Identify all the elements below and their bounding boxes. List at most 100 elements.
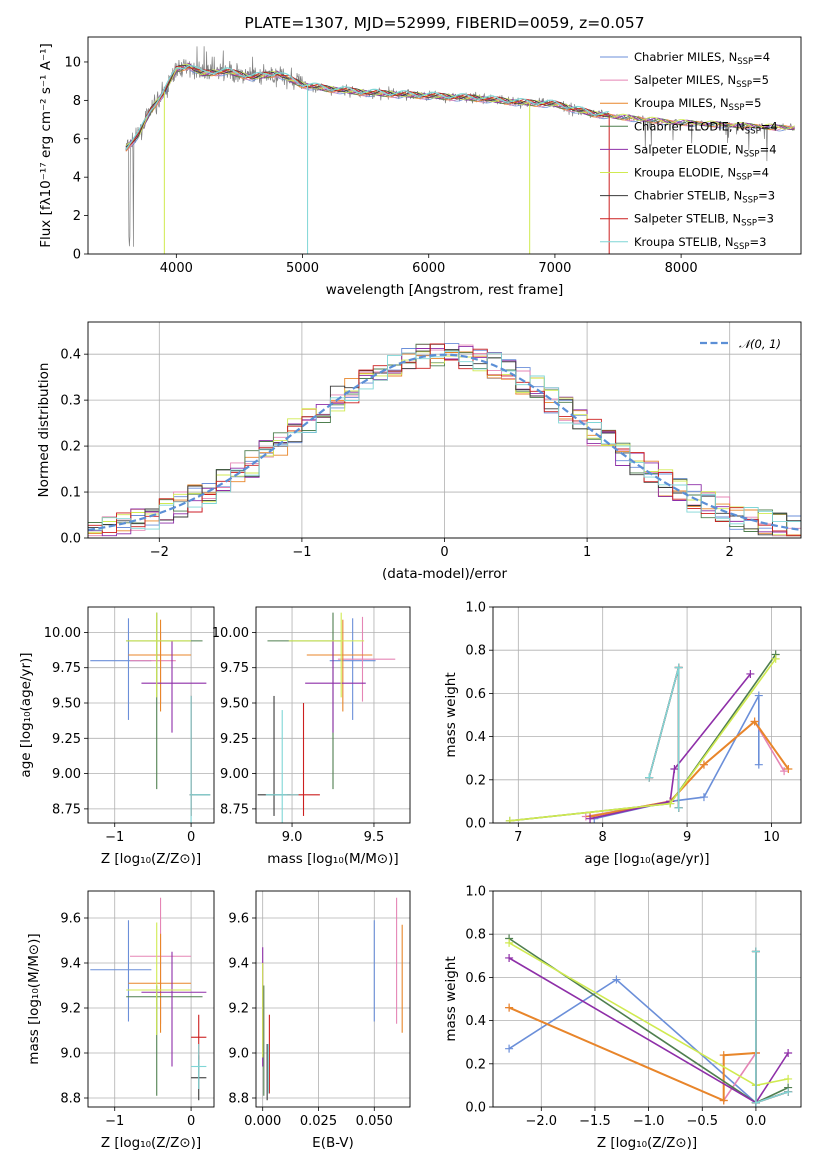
mass-weight-metallicity-panel: −2.0 −1.5 −1.0 −0.5 0.0 0.0 0.2 0.4 0.6 0.8 1.0 Z […: [443, 885, 802, 1151]
plot-frame: [492, 890, 802, 1108]
y-tick-label: 0.0: [465, 817, 486, 832]
errorbar-chabrier_miles: [90, 920, 152, 1022]
legend-subscript: SSP: [736, 80, 752, 90]
marker: [751, 947, 760, 956]
x-tick-label: 6000: [412, 261, 445, 276]
marker: [670, 765, 679, 773]
legend-entry: Salpeter STELIB, NSSP=3: [634, 212, 774, 229]
chart-title: PLATE=1307, MJD=52999, FIBERID=0059, z=0…: [244, 14, 644, 32]
y-tick-label: 0.2: [465, 773, 486, 788]
x-tick-label: 9.0: [282, 830, 303, 845]
series-kroupa_stelib: [645, 663, 683, 812]
y-tick-label: 0.2: [465, 1057, 486, 1072]
x-tick-label: −1.5: [579, 1114, 611, 1129]
errorbar-kroupa_elodie: [126, 612, 192, 698]
y-tick-label: 0.3: [60, 394, 81, 409]
x-tick-label: −1.0: [633, 1114, 665, 1129]
errorbar-chabrier_miles: [329, 618, 376, 720]
legend-tail: =5: [744, 96, 761, 110]
y-tick-label: 8.75: [52, 802, 81, 817]
legend-tail: =5: [752, 73, 769, 87]
series-chabrier_stelib: [645, 663, 683, 812]
x-tick-label: 0: [187, 1114, 195, 1129]
x-axis-label: Z [log₁₀(Z/Z⊙)]: [597, 1135, 697, 1151]
plot-frame: [255, 890, 411, 1108]
y-tick-label: 2: [73, 209, 81, 224]
marker: [750, 717, 759, 726]
marker: [719, 1051, 728, 1060]
y-tick-label: 9.6: [60, 912, 81, 927]
y-tick-label: 8.75: [220, 802, 249, 817]
errorbar-salpeter_miles: [337, 616, 396, 702]
y-tick-label: 0.0: [465, 1101, 486, 1116]
errorbar-kroupa_miles: [128, 933, 192, 1033]
series-kroupa_elodie: [505, 654, 780, 823]
marker: [754, 691, 763, 700]
age-metallicity-panel: −1 0 8.75 9.00 9.25 9.50 9.75 10.00 Z [log₁₀(Z/Z…: [18, 606, 215, 867]
legend-entry: Chabrier ELODIE, NSSP=4: [634, 119, 778, 136]
y-tick-label: 4: [73, 171, 81, 186]
x-axis-label: Z [log₁₀(Z/Z⊙)]: [101, 1135, 201, 1151]
legend-subscript: SSP: [741, 219, 757, 229]
legend-subscript: SSP: [737, 57, 753, 67]
marker: [674, 663, 683, 672]
marker: [505, 938, 514, 947]
marker: [505, 1044, 514, 1053]
errorbar-kroupa_elodie: [288, 612, 365, 698]
y-axis-label: mass weight: [443, 672, 459, 757]
x-tick-label: 0.025: [300, 1114, 337, 1129]
legend-subscript: SSP: [734, 242, 750, 252]
x-axis-label: wavelength [Angstrom, rest frame]: [326, 282, 564, 298]
y-tick-label: 1.0: [465, 601, 486, 616]
legend-tail: =4: [761, 119, 778, 133]
marker: [754, 760, 763, 769]
x-tick-label: 9: [683, 830, 691, 845]
legend-entry: Kroupa STELIB, NSSP=3: [634, 235, 766, 252]
plot-frame: [87, 36, 802, 255]
x-tick-label: 2: [726, 545, 734, 560]
marker: [612, 975, 621, 984]
x-tick-label: −1: [292, 545, 311, 560]
y-tick-label: 9.0: [228, 1047, 249, 1062]
errorbar-kroupa_elodie: [126, 922, 192, 1035]
marker: [784, 765, 793, 773]
y-tick-label: 0: [73, 248, 81, 263]
legend-entry: Salpeter ELODIE, NSSP=4: [634, 142, 777, 159]
errorbar-salpeter_elodie: [141, 640, 207, 733]
y-tick-label: 9.75: [220, 661, 249, 676]
legend-label: Kroupa MILES, N: [634, 96, 729, 110]
x-tick-label: 0.050: [356, 1114, 393, 1129]
y-tick-label: 9.25: [52, 732, 81, 747]
y-tick-label: 0.1: [60, 486, 81, 501]
y-tick-label: 9.2: [60, 1002, 81, 1017]
y-tick-label: 9.50: [220, 697, 249, 712]
mass-metallicity-panel: −1 0 8.8 9.0 9.2 9.4 9.6 Z [log₁₀(Z/Z⊙)] mass [l…: [26, 890, 215, 1151]
model-spectrum-kroupa_stelib: [125, 64, 610, 150]
marker: [746, 669, 755, 678]
x-tick-label: −0.5: [686, 1114, 718, 1129]
x-tick-label: −2: [150, 545, 169, 560]
y-tick-label: 0.4: [465, 1014, 486, 1029]
y-axis-label: Flux [fλ10⁻¹⁷ erg cm⁻² s⁻¹ A⁻¹]: [38, 43, 54, 248]
legend-label: Salpeter ELODIE, N: [634, 142, 744, 156]
y-tick-label: 8: [73, 94, 81, 109]
marker: [784, 1074, 793, 1083]
errorbar-kroupa_stelib: [189, 695, 211, 823]
errorbar-salpeter_elodie: [141, 951, 207, 1067]
y-tick-label: 0.4: [465, 730, 486, 745]
series-kroupa_stelib: [751, 947, 793, 1107]
marker: [699, 760, 708, 769]
x-tick-label: 8: [599, 830, 607, 845]
legend-entry: Salpeter MILES, NSSP=5: [634, 73, 769, 90]
grid: [493, 890, 801, 1108]
marker: [780, 767, 789, 776]
marker: [586, 814, 595, 823]
y-tick-label: 8.8: [228, 1092, 249, 1107]
grid: [493, 606, 801, 824]
series-salpeter_stelib: [645, 663, 683, 812]
y-tick-label: 10: [64, 55, 81, 70]
marker: [505, 953, 514, 962]
legend-label: Chabrier MILES, N: [634, 50, 737, 64]
